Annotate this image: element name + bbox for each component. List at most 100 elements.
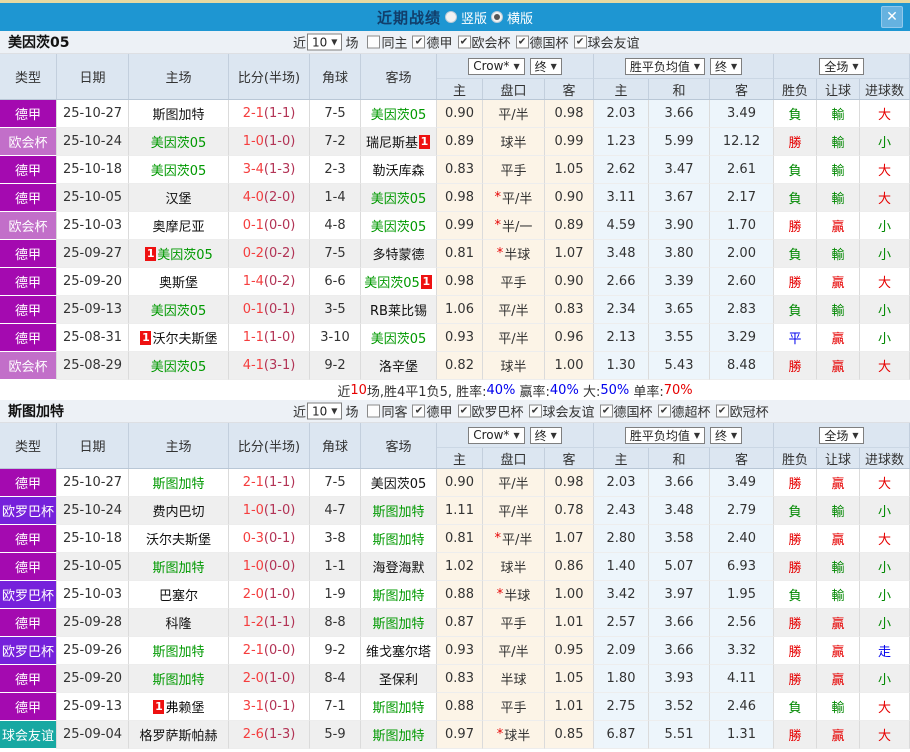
- match-row: 球会友谊 25-09-04 格罗萨斯帕赫 2-6 (1-3) 5-9 斯图加特 0.97 * 球半…: [0, 721, 910, 749]
- avg-odds-home: 2.62: [594, 156, 649, 184]
- halftime-score: (1-1): [263, 475, 296, 490]
- away-team: 美因茨05: [361, 324, 437, 352]
- result-badge: 勝: [774, 525, 817, 553]
- same-venue-label: 同主: [381, 36, 408, 52]
- avg-odds-home: 2.57: [594, 609, 649, 637]
- match-row: 德甲 25-09-13 美因茨05 0-1 (0-1) 3-5 RB莱比锡 1.06 平/半 0.…: [0, 296, 910, 324]
- bookmaker-select[interactable]: Crow* ▼: [468, 426, 525, 444]
- handicap-text: 平/半: [498, 304, 529, 319]
- avg-odds-zone: 胜平负均值 ▼ 终 ▼: [594, 54, 774, 79]
- match-row: 德甲 25-10-27 斯图加特 2-1 (1-1) 7-5 美因茨05 0.90 平/半 0.9…: [0, 100, 910, 128]
- layout-radio-horizontal[interactable]: 横版: [491, 8, 533, 27]
- match-row: 德甲 25-09-13 1 弗赖堡 3-1 (0-1) 7-1 斯图加特 0.88 平手 1.01 2…: [0, 693, 910, 721]
- avg-odds-away: 2.60: [710, 268, 774, 296]
- handicap-line: * 半/一: [483, 212, 545, 240]
- close-button[interactable]: ✕: [881, 6, 903, 28]
- result-badge: 負: [774, 581, 817, 609]
- league-label-5: 欧冠杯: [729, 405, 769, 421]
- handicap-line: * 半球: [483, 240, 545, 268]
- avg-odds-away: 4.11: [710, 665, 774, 693]
- avg-odds-select[interactable]: 胜平负均值 ▼: [624, 426, 705, 444]
- scope-select[interactable]: 全场 ▼: [819, 426, 864, 444]
- match-type: 欧会杯: [0, 212, 57, 240]
- layout-radio-vertical[interactable]: 竖版: [444, 8, 487, 27]
- handicap-text: 平手: [500, 276, 527, 291]
- match-date: 25-09-13: [57, 693, 129, 721]
- final-odds-select-2[interactable]: 终 ▼: [710, 57, 743, 75]
- league-checkbox-1[interactable]: ✔: [457, 35, 471, 49]
- goals-result-badge: 小: [860, 296, 910, 324]
- fulltime-score: 3-1: [242, 699, 264, 714]
- team-name: 沃尔夫斯堡: [145, 533, 211, 548]
- fulltime-score: 2-1: [242, 106, 264, 121]
- summary-segment: 10: [350, 382, 367, 398]
- recent-count-select-value: 10: [312, 35, 328, 49]
- match-score: 1-0 (1-0): [229, 497, 310, 525]
- home-team: 美因茨05: [129, 352, 229, 380]
- handicap-odds-home: 0.98: [437, 184, 483, 212]
- same-venue-checkbox[interactable]: [367, 404, 381, 418]
- corner-count: 3-10: [310, 324, 361, 352]
- summary-segment: 40%: [549, 382, 579, 398]
- avg-odds-away: 6.93: [710, 553, 774, 581]
- radio-checked-icon[interactable]: [491, 11, 503, 23]
- handicap-line: 平/半: [483, 497, 545, 525]
- filter-bar: 近 10 ▼ 场同客 ✔ 德甲 ✔ 欧罗巴杯 ✔ 球会友谊 ✔ 德国杯 ✔ 德超杯 ✔ 欧冠杯: [293, 402, 770, 421]
- avg-odds-select[interactable]: 胜平负均值 ▼: [624, 57, 705, 75]
- match-date: 25-08-29: [57, 352, 129, 380]
- final-odds-select[interactable]: 终 ▼: [529, 57, 562, 75]
- radio-unchecked-icon[interactable]: [444, 11, 457, 23]
- league-checkbox-4[interactable]: ✔: [657, 404, 671, 418]
- handicap-result-badge: 贏: [817, 352, 860, 380]
- goals-result-badge: 小: [860, 212, 910, 240]
- recent-count-select[interactable]: 10 ▼: [307, 402, 343, 420]
- league-checkbox-1[interactable]: ✔: [457, 404, 471, 418]
- handicap-result-badge: 輸: [817, 128, 860, 156]
- handicap-result-badge: 贏: [817, 637, 860, 665]
- match-score: 1-4 (0-2): [229, 268, 310, 296]
- avg-odds-home: 2.80: [594, 525, 649, 553]
- avg-odds-away: 3.32: [710, 637, 774, 665]
- match-score: 0-3 (0-1): [229, 525, 310, 553]
- goals-result-badge: 大: [860, 100, 910, 128]
- avg-odds-draw: 5.51: [649, 721, 710, 749]
- handicap-line: 平/半: [483, 296, 545, 324]
- league-checkbox-2[interactable]: ✔: [515, 35, 529, 49]
- handicap-text: 平/半: [502, 533, 533, 548]
- fulltime-score: 1-0: [242, 559, 264, 574]
- home-team: 美因茨05: [129, 128, 229, 156]
- league-checkbox-5[interactable]: ✔: [715, 404, 729, 418]
- handicap-odds-away: 0.98: [545, 100, 594, 128]
- league-checkbox-0[interactable]: ✔: [412, 404, 426, 418]
- corner-count: 3-8: [310, 525, 361, 553]
- home-team: 奥摩尼亚: [129, 212, 229, 240]
- league-checkbox-0[interactable]: ✔: [412, 35, 426, 49]
- match-score: 1-2 (1-1): [229, 609, 310, 637]
- league-checkbox-3[interactable]: ✔: [599, 404, 613, 418]
- fulltime-score: 1-1: [242, 330, 264, 345]
- same-venue-checkbox[interactable]: [367, 35, 381, 49]
- subheader-col-7: 让球: [817, 448, 860, 468]
- scope-select[interactable]: 全场 ▼: [819, 57, 864, 75]
- avg-odds-away: 1.70: [710, 212, 774, 240]
- league-checkbox-3[interactable]: ✔: [573, 35, 587, 49]
- handicap-text: 平/半: [498, 332, 529, 347]
- match-row: 欧会杯 25-08-29 美因茨05 4-1 (3-1) 9-2 洛辛堡 0.82 球半 1.00…: [0, 352, 910, 380]
- header-col-4: 角球: [310, 423, 361, 468]
- halftime-score: (2-0): [263, 190, 296, 205]
- team-name: 美因茨05: [150, 164, 207, 179]
- handicap-odds-home: 0.90: [437, 469, 483, 497]
- corner-count: 9-2: [310, 637, 361, 665]
- final-odds-select[interactable]: 终 ▼: [529, 426, 562, 444]
- away-team: 维戈塞尔塔: [361, 637, 437, 665]
- final-odds-select-2[interactable]: 终 ▼: [710, 426, 743, 444]
- league-checkbox-2[interactable]: ✔: [528, 404, 542, 418]
- corner-count: 5-9: [310, 721, 361, 749]
- recent-count-select[interactable]: 10 ▼: [307, 33, 343, 51]
- handicap-odds-away: 0.85: [545, 721, 594, 749]
- bookmaker-select[interactable]: Crow* ▼: [468, 57, 525, 75]
- match-row: 德甲 25-10-05 斯图加特 1-0 (0-0) 1-1 海登海默 1.02 球半 0.86 1…: [0, 553, 910, 581]
- match-type: 欧罗巴杯: [0, 497, 57, 525]
- subheader-col-4: 和: [649, 448, 710, 468]
- scope-select-value: 全场: [824, 428, 849, 443]
